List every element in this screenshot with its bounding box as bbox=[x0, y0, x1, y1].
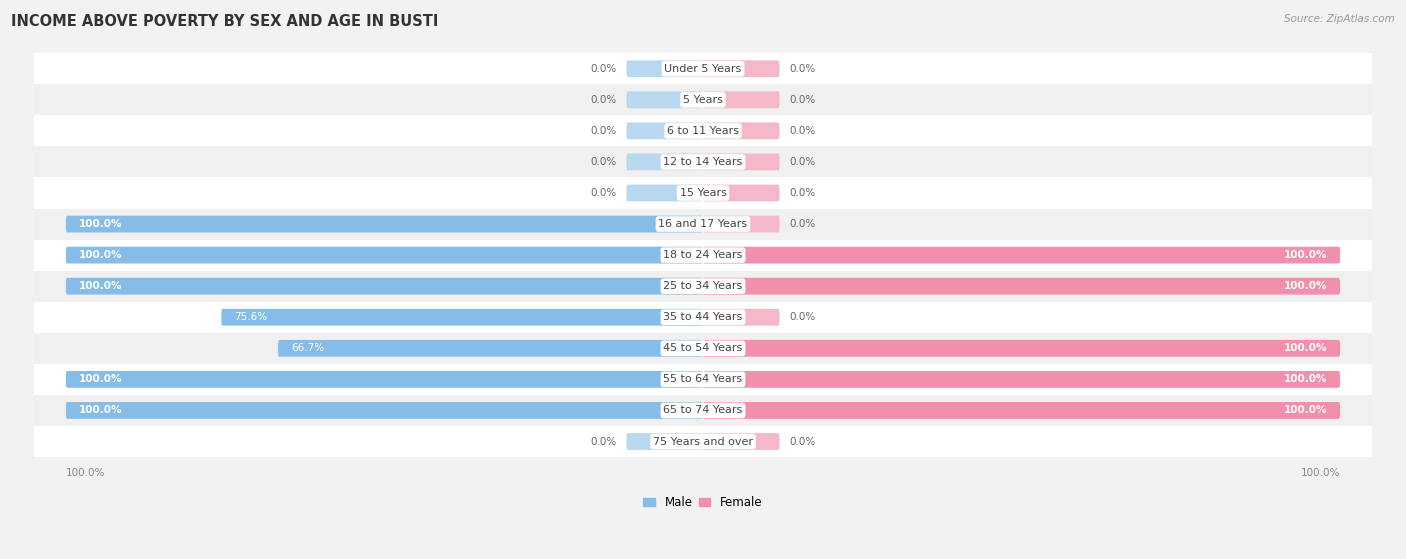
FancyBboxPatch shape bbox=[66, 278, 703, 295]
Text: 55 to 64 Years: 55 to 64 Years bbox=[664, 375, 742, 385]
FancyBboxPatch shape bbox=[627, 433, 703, 450]
FancyBboxPatch shape bbox=[703, 122, 779, 139]
FancyBboxPatch shape bbox=[34, 426, 1372, 457]
Text: INCOME ABOVE POVERTY BY SEX AND AGE IN BUSTI: INCOME ABOVE POVERTY BY SEX AND AGE IN B… bbox=[11, 14, 439, 29]
FancyBboxPatch shape bbox=[34, 240, 1372, 271]
Text: 66.7%: 66.7% bbox=[291, 343, 323, 353]
Text: Source: ZipAtlas.com: Source: ZipAtlas.com bbox=[1284, 14, 1395, 24]
Text: 0.0%: 0.0% bbox=[591, 126, 617, 136]
FancyBboxPatch shape bbox=[34, 84, 1372, 115]
Text: 0.0%: 0.0% bbox=[789, 157, 815, 167]
FancyBboxPatch shape bbox=[703, 216, 779, 233]
Text: 6 to 11 Years: 6 to 11 Years bbox=[666, 126, 740, 136]
FancyBboxPatch shape bbox=[66, 371, 703, 388]
Text: 0.0%: 0.0% bbox=[789, 219, 815, 229]
Text: 75 Years and over: 75 Years and over bbox=[652, 437, 754, 447]
FancyBboxPatch shape bbox=[66, 247, 703, 263]
Text: 100.0%: 100.0% bbox=[1301, 468, 1340, 478]
Text: 5 Years: 5 Years bbox=[683, 95, 723, 105]
Legend: Male, Female: Male, Female bbox=[638, 491, 768, 514]
FancyBboxPatch shape bbox=[703, 247, 1340, 263]
Text: 12 to 14 Years: 12 to 14 Years bbox=[664, 157, 742, 167]
FancyBboxPatch shape bbox=[627, 184, 703, 201]
Text: 0.0%: 0.0% bbox=[591, 437, 617, 447]
Text: 0.0%: 0.0% bbox=[789, 126, 815, 136]
Text: 100.0%: 100.0% bbox=[66, 468, 105, 478]
FancyBboxPatch shape bbox=[627, 122, 703, 139]
FancyBboxPatch shape bbox=[34, 302, 1372, 333]
Text: 25 to 34 Years: 25 to 34 Years bbox=[664, 281, 742, 291]
FancyBboxPatch shape bbox=[703, 433, 779, 450]
FancyBboxPatch shape bbox=[34, 146, 1372, 177]
Text: 100.0%: 100.0% bbox=[79, 250, 122, 260]
FancyBboxPatch shape bbox=[66, 216, 703, 233]
FancyBboxPatch shape bbox=[34, 53, 1372, 84]
Text: 0.0%: 0.0% bbox=[789, 188, 815, 198]
FancyBboxPatch shape bbox=[34, 271, 1372, 302]
FancyBboxPatch shape bbox=[703, 92, 779, 108]
Text: 16 and 17 Years: 16 and 17 Years bbox=[658, 219, 748, 229]
Text: Under 5 Years: Under 5 Years bbox=[665, 64, 741, 74]
Text: 0.0%: 0.0% bbox=[789, 64, 815, 74]
Text: 0.0%: 0.0% bbox=[591, 95, 617, 105]
FancyBboxPatch shape bbox=[627, 154, 703, 170]
FancyBboxPatch shape bbox=[703, 402, 1340, 419]
Text: 100.0%: 100.0% bbox=[1284, 343, 1327, 353]
Text: 0.0%: 0.0% bbox=[591, 157, 617, 167]
Text: 0.0%: 0.0% bbox=[789, 95, 815, 105]
Text: 45 to 54 Years: 45 to 54 Years bbox=[664, 343, 742, 353]
Text: 0.0%: 0.0% bbox=[789, 437, 815, 447]
FancyBboxPatch shape bbox=[627, 60, 703, 77]
FancyBboxPatch shape bbox=[703, 154, 779, 170]
FancyBboxPatch shape bbox=[34, 209, 1372, 240]
Text: 15 Years: 15 Years bbox=[679, 188, 727, 198]
Text: 75.6%: 75.6% bbox=[235, 312, 267, 322]
FancyBboxPatch shape bbox=[278, 340, 703, 357]
FancyBboxPatch shape bbox=[34, 333, 1372, 364]
Text: 100.0%: 100.0% bbox=[1284, 250, 1327, 260]
Text: 100.0%: 100.0% bbox=[1284, 375, 1327, 385]
Text: 65 to 74 Years: 65 to 74 Years bbox=[664, 405, 742, 415]
FancyBboxPatch shape bbox=[703, 278, 1340, 295]
FancyBboxPatch shape bbox=[221, 309, 703, 326]
Text: 0.0%: 0.0% bbox=[591, 64, 617, 74]
FancyBboxPatch shape bbox=[703, 184, 779, 201]
Text: 0.0%: 0.0% bbox=[591, 188, 617, 198]
FancyBboxPatch shape bbox=[703, 340, 1340, 357]
Text: 100.0%: 100.0% bbox=[79, 375, 122, 385]
FancyBboxPatch shape bbox=[34, 115, 1372, 146]
FancyBboxPatch shape bbox=[703, 309, 779, 326]
Text: 100.0%: 100.0% bbox=[79, 281, 122, 291]
FancyBboxPatch shape bbox=[703, 60, 779, 77]
FancyBboxPatch shape bbox=[34, 364, 1372, 395]
FancyBboxPatch shape bbox=[34, 177, 1372, 209]
Text: 18 to 24 Years: 18 to 24 Years bbox=[664, 250, 742, 260]
Text: 100.0%: 100.0% bbox=[79, 219, 122, 229]
Text: 35 to 44 Years: 35 to 44 Years bbox=[664, 312, 742, 322]
FancyBboxPatch shape bbox=[66, 402, 703, 419]
Text: 0.0%: 0.0% bbox=[789, 312, 815, 322]
Text: 100.0%: 100.0% bbox=[1284, 281, 1327, 291]
Text: 100.0%: 100.0% bbox=[1284, 405, 1327, 415]
FancyBboxPatch shape bbox=[627, 92, 703, 108]
Text: 100.0%: 100.0% bbox=[79, 405, 122, 415]
FancyBboxPatch shape bbox=[34, 395, 1372, 426]
FancyBboxPatch shape bbox=[703, 371, 1340, 388]
